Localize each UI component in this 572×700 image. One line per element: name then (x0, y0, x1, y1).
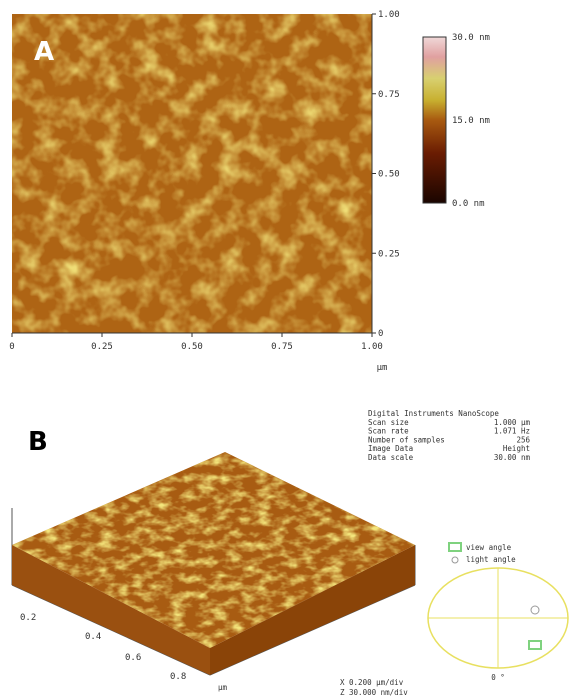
colorbar (422, 36, 447, 204)
info-label: Number of samples (368, 435, 445, 444)
view-icon (448, 542, 462, 552)
legend-label: light angle (466, 555, 516, 564)
surface-side (12, 545, 210, 675)
info-label: Scan size (368, 418, 409, 427)
info-label: Image Data (368, 444, 413, 453)
light-icon (451, 556, 459, 564)
info-value: Height (503, 444, 530, 453)
y-tick-label: 0 (378, 329, 383, 339)
x-tick-label: 0.25 (91, 342, 113, 352)
colorbar-label: 30.0 nm (452, 33, 490, 43)
x-ticks: 0 0.25 0.50 0.75 1.00 (9, 333, 383, 352)
x-tick-label: 0.75 (271, 342, 293, 352)
surface-side (210, 545, 415, 675)
axis-tick: 0.2 (20, 613, 36, 623)
y-ticks: 0 0.25 0.50 0.75 1.00 (372, 10, 400, 339)
info-label: Data scale (368, 453, 414, 462)
axis-tick: 0.8 (170, 672, 186, 682)
legend-label: view angle (466, 543, 512, 552)
y-tick-label: 1.00 (378, 10, 400, 20)
info-value: 1.071 Hz (494, 427, 530, 436)
panel-a: A 0 0.25 0.50 0.75 1.00 0 0.25 0.50 0.75 1.00 µm… (9, 10, 490, 373)
y-tick-label: 0.25 (378, 249, 400, 259)
y-tick-label: 0.75 (378, 90, 400, 100)
surface-texture (12, 452, 415, 648)
panel-label: B (28, 427, 48, 457)
view-marker (528, 640, 542, 650)
info-label: Digital Instruments NanoScope (368, 409, 499, 418)
info-value: 30.00 nm (494, 453, 531, 462)
info-label: Scan rate (368, 427, 409, 436)
x-tick-label: 0.50 (181, 342, 203, 352)
scale: Z 30.000 nm/div (340, 688, 408, 697)
x-unit: µm (377, 363, 388, 373)
light-marker (530, 605, 540, 615)
x-tick-label: 0 (9, 342, 14, 352)
angle-label: 0 ° (491, 673, 505, 682)
axis-tick: 0.6 (125, 653, 141, 663)
y-tick-label: 0.50 (378, 170, 400, 180)
afm-texture (12, 14, 372, 333)
colorbar-label: 0.0 nm (452, 199, 485, 209)
info-value: 1.000 µm (494, 418, 531, 427)
colorbar-label: 15.0 nm (452, 116, 490, 126)
panel-label: A (34, 37, 54, 67)
scale: X 0.200 µm/div (340, 678, 404, 687)
axis-tick: 0.4 (85, 632, 101, 642)
axis-unit: µm (218, 683, 228, 692)
x-tick-label: 1.00 (361, 342, 383, 352)
info-value: 256 (516, 435, 530, 444)
